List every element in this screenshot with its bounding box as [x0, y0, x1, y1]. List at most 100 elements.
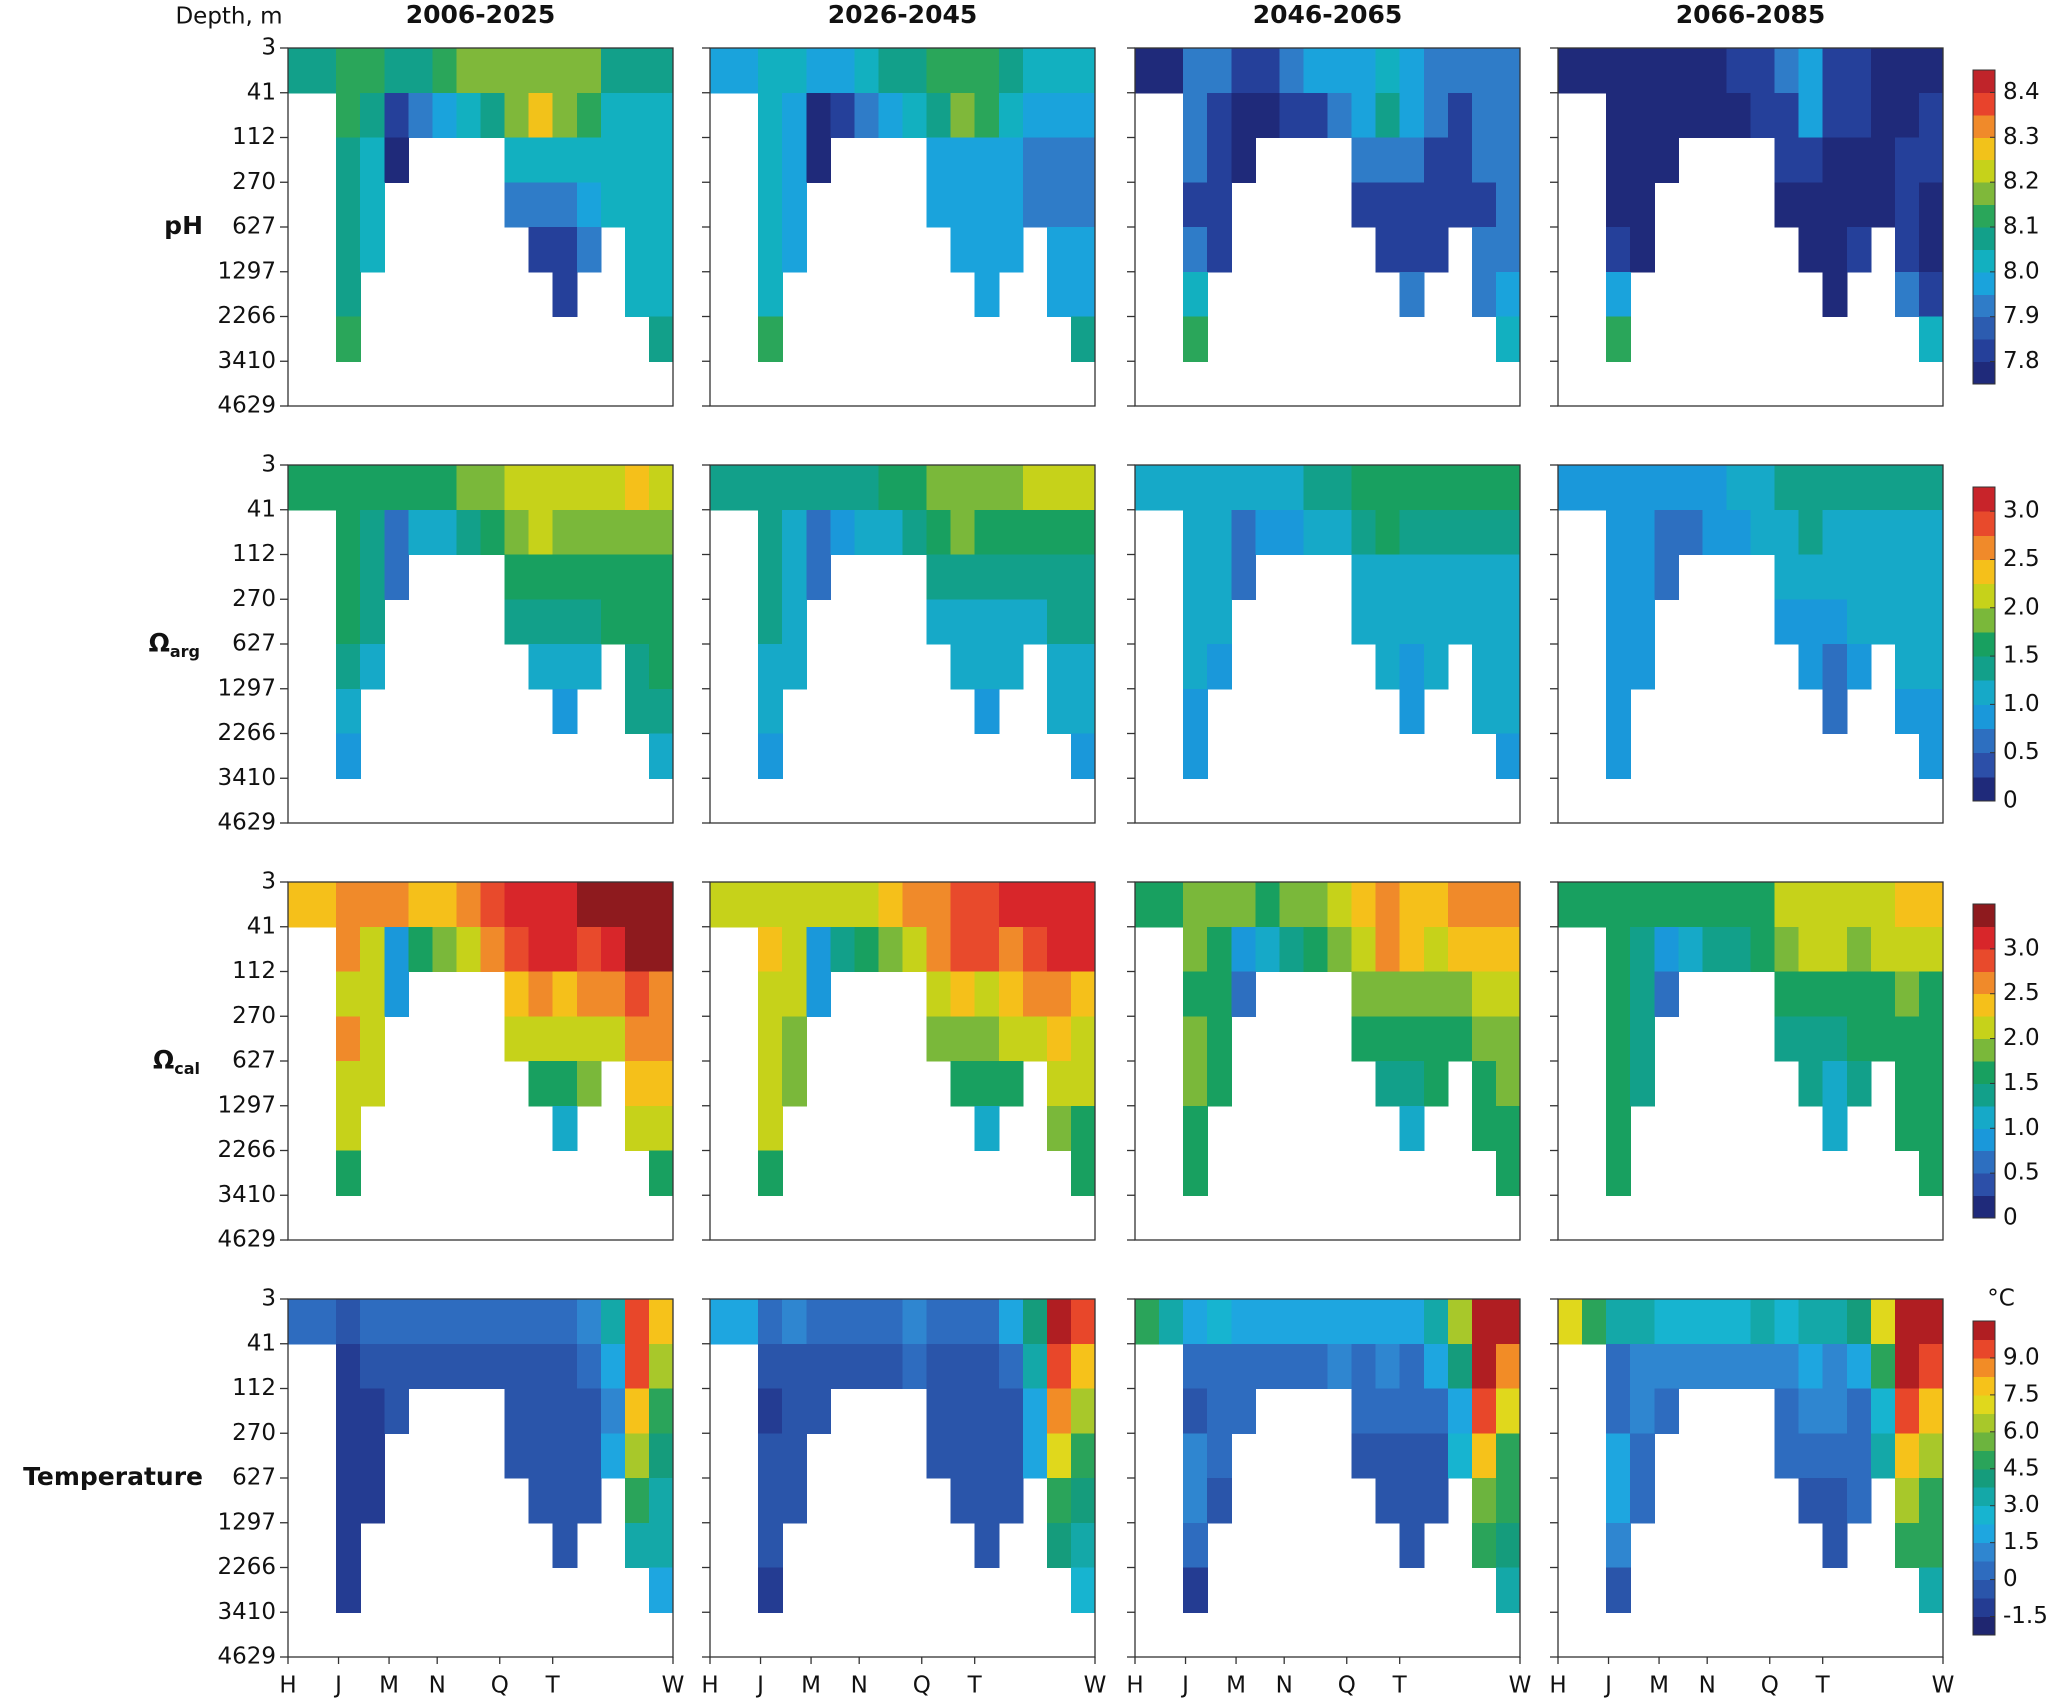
contour-cell: [950, 1343, 976, 1390]
row-label: Ωarg: [149, 628, 200, 661]
contour-cell: [312, 48, 337, 94]
contour-cell: [1399, 137, 1425, 183]
contour-cell: [1022, 1388, 1048, 1434]
contour-cell: [1070, 1061, 1096, 1107]
row-label-symbol: Ω: [149, 628, 170, 657]
contour-cell: [1471, 926, 1497, 973]
contour-cell: [1070, 1150, 1096, 1196]
contour-cell: [1495, 1299, 1521, 1345]
contour-cell: [528, 1061, 554, 1107]
contour-cell: [1606, 1343, 1631, 1390]
colorbar-band: [1973, 776, 1995, 802]
contour-cell: [648, 1388, 674, 1434]
contour-cell: [336, 554, 361, 600]
contour-cell: [1423, 1433, 1449, 1479]
contour-cell: [1351, 926, 1377, 973]
contour-cell: [1582, 1299, 1607, 1345]
contour-cell: [552, 1433, 578, 1479]
contour-cell: [806, 92, 831, 139]
contour-cell: [1606, 1388, 1631, 1434]
contour-cell: [600, 1433, 626, 1479]
contour-cell: [384, 465, 409, 511]
contour-cell: [1678, 509, 1703, 556]
contour-cell: [878, 1299, 904, 1345]
contour-cell: [1207, 1478, 1232, 1524]
contour-cell: [408, 926, 433, 973]
contour-cell: [1423, 137, 1449, 183]
contour-cell: [1046, 1388, 1072, 1434]
contour-cell: [950, 182, 976, 228]
contour-cell: [504, 1388, 530, 1434]
contour-cell: [360, 465, 385, 511]
colorbar-band: [1973, 1468, 1995, 1488]
contour-cell: [1774, 48, 1800, 94]
contour-cell: [1846, 1061, 1872, 1107]
contour-cell: [1822, 1478, 1848, 1524]
contour-cell: [1495, 182, 1521, 228]
contour-cell: [1846, 599, 1872, 645]
contour-cell: [1894, 688, 1920, 735]
y-tick-label: 627: [232, 1465, 276, 1491]
contour-cell: [1046, 1522, 1072, 1569]
contour-cell: [1918, 1105, 1944, 1152]
contour-cell: [926, 882, 952, 928]
contour-cell: [1894, 599, 1920, 645]
y-tick-label: 3410: [217, 348, 276, 374]
colorbar-tick-label: 0.5: [2003, 739, 2040, 765]
contour-cell: [600, 48, 626, 94]
contour-cell: [1726, 509, 1752, 556]
contour-cell: [1207, 554, 1232, 600]
contour-cell: [1654, 1343, 1679, 1390]
contour-cell: [336, 688, 361, 735]
contour-cell: [456, 92, 482, 139]
contour-cell: [1135, 1299, 1160, 1345]
contour-cell: [1231, 926, 1256, 973]
contour-cell: [998, 48, 1024, 94]
contour-cell: [480, 48, 506, 94]
contour-cell: [1822, 1061, 1848, 1107]
contour-cell: [974, 926, 1000, 973]
column-title: 2046-2065: [1253, 0, 1403, 29]
contour-cell: [998, 599, 1024, 645]
contour-cell: [950, 971, 976, 1017]
colorbar-tick-label: 8.4: [2003, 79, 2040, 105]
contour-cell: [1798, 1433, 1824, 1479]
contour-cell: [648, 1522, 674, 1569]
contour-cell: [1918, 1567, 1944, 1613]
contour-cell: [1231, 554, 1256, 600]
contour-cell: [1231, 137, 1256, 183]
contour-cell: [1375, 554, 1401, 600]
contour-cell: [1894, 227, 1920, 273]
contour-cell: [1471, 882, 1497, 928]
contour-cell: [336, 465, 361, 511]
colorbar-band: [1973, 1561, 1995, 1581]
contour-cell: [878, 926, 904, 973]
contour-cell: [1726, 882, 1752, 928]
contour-cell: [1159, 1299, 1184, 1345]
contour-cell: [1822, 1343, 1848, 1390]
contour-cell: [902, 92, 928, 139]
contour-cell: [1207, 48, 1232, 94]
contour-cell: [480, 465, 506, 511]
contour-cell: [1774, 1433, 1800, 1479]
contour-cell: [926, 1433, 952, 1479]
contour-cell: [758, 271, 783, 318]
contour-cell: [624, 554, 650, 600]
contour-cell: [1702, 509, 1728, 556]
colorbar-band: [1973, 535, 1995, 560]
contour-cell: [1678, 1299, 1703, 1345]
contour-cell: [1070, 1299, 1096, 1345]
y-tick-label: 2266: [217, 1554, 276, 1580]
contour-cell: [1846, 92, 1872, 139]
contour-cell: [1870, 926, 1896, 973]
contour-cell: [1327, 926, 1353, 973]
contour-cell: [1822, 882, 1848, 928]
contour-cell: [1423, 227, 1449, 273]
contour-cell: [998, 1433, 1024, 1479]
contour-cell: [504, 182, 530, 228]
contour-cell: [782, 599, 807, 645]
contour-cell: [1207, 1016, 1232, 1062]
contour-cell: [1894, 971, 1920, 1017]
contour-cell: [528, 926, 554, 973]
contour-cell: [998, 1016, 1024, 1062]
